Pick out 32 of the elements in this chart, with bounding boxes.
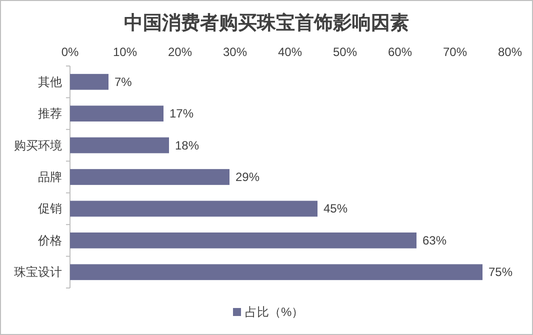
- data-label: 45%: [324, 202, 348, 216]
- x-tick-label: 50%: [332, 45, 358, 59]
- bar: [70, 200, 318, 217]
- bar: [70, 137, 169, 154]
- x-tick-label: 10%: [112, 45, 138, 59]
- legend-label: 占比（%）: [245, 305, 304, 319]
- y-tick-label: 价格: [37, 233, 62, 248]
- y-tick-label: 品牌: [38, 170, 62, 184]
- x-tick-label: 40%: [278, 45, 302, 59]
- data-label: 18%: [175, 138, 200, 152]
- x-tick-label: 0%: [61, 45, 79, 59]
- data-label: 7%: [114, 74, 132, 89]
- data-label: 17%: [170, 106, 194, 121]
- bar: [70, 74, 108, 90]
- y-tick-label: 促销: [38, 202, 62, 216]
- bar: [70, 169, 230, 185]
- x-tick-label: 80%: [498, 45, 522, 59]
- data-label: 63%: [422, 233, 447, 248]
- y-tick-label: 推荐: [38, 106, 62, 121]
- x-tick-label: 60%: [388, 45, 412, 59]
- x-tick-label: 30%: [222, 45, 248, 59]
- x-tick-label: 70%: [442, 45, 468, 59]
- y-tick-label: 其他: [38, 74, 62, 89]
- data-label: 75%: [488, 265, 513, 280]
- bar: [70, 232, 416, 248]
- bar: [70, 264, 482, 280]
- x-tick-label: 20%: [168, 45, 192, 59]
- y-tick-label: 珠宝设计: [14, 265, 62, 280]
- chart-title: 中国消费者购买珠宝首饰影响因素: [124, 12, 409, 34]
- bar: [70, 106, 164, 122]
- y-tick-label: 购买环境: [14, 138, 62, 152]
- data-label: 29%: [236, 170, 260, 184]
